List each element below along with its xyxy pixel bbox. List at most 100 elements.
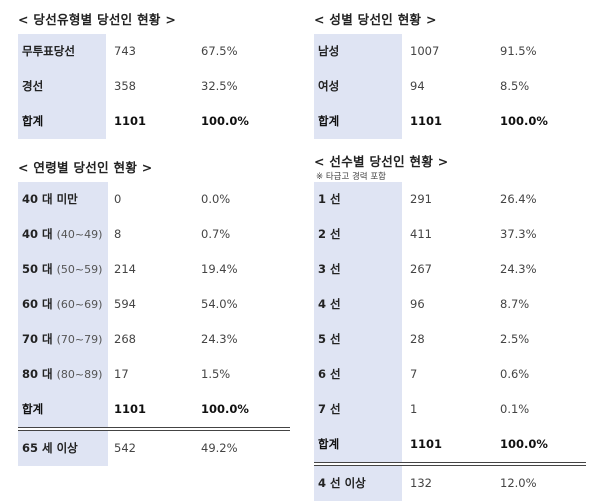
row-count: 1007 xyxy=(410,44,440,58)
table-row: 5 선 28 2.5% xyxy=(314,322,586,357)
row-pct: 91.5% xyxy=(500,44,537,58)
row-pct: 0.6% xyxy=(500,367,530,381)
term-panel: < 선수별 당선인 현황 > ※ 타급고 경력 포함 1 선 291 26.4%… xyxy=(314,151,586,501)
table-row: 40 대 미만 0 0.0% xyxy=(18,182,290,217)
double-divider xyxy=(314,462,586,466)
table-row: 80 대 (80~89) 17 1.5% xyxy=(18,357,290,392)
age-table-title: < 연령별 당선인 현황 > xyxy=(18,160,153,175)
total-count: 1101 xyxy=(410,437,443,451)
row-pct: 8.7% xyxy=(500,297,530,311)
age-range: (50~59) xyxy=(56,263,103,276)
total-pct: 100.0% xyxy=(500,437,548,451)
row-count: 411 xyxy=(410,227,432,241)
age-table: 40 대 미만 0 0.0% 40 대 (40~49) 8 0.7% 50 대 (5… xyxy=(18,182,290,466)
type-table: 무투표당선 743 67.5% 경선 358 32.5% 합계 1101 100… xyxy=(18,34,288,139)
row-count: 8 xyxy=(114,227,122,241)
row-label: 3 선 xyxy=(314,252,402,287)
total-count: 1101 xyxy=(114,402,147,416)
row-label: 50 대 (50~59) xyxy=(18,252,108,287)
row-label: 2 선 xyxy=(314,217,402,252)
table-row: 2 선 411 37.3% xyxy=(314,217,586,252)
extra-count: 542 xyxy=(114,441,136,455)
double-divider xyxy=(18,427,290,431)
gender-panel: < 성별 당선인 현황 > 남성 1007 91.5% 여성 94 8.5% 합… xyxy=(314,9,584,139)
row-pct: 26.4% xyxy=(500,192,537,206)
row-count: 96 xyxy=(410,297,425,311)
row-label: 5 선 xyxy=(314,322,402,357)
total-row: 합계 1101 100.0% xyxy=(18,392,290,427)
type-panel: < 당선유형별 당선인 현황 > 무투표당선 743 67.5% 경선 358 … xyxy=(18,9,288,139)
age-range: (70~79) xyxy=(56,333,103,346)
row-pct: 0.1% xyxy=(500,402,530,416)
row-pct: 54.0% xyxy=(201,297,238,311)
table-row: 무투표당선 743 67.5% xyxy=(18,34,288,69)
row-pct: 32.5% xyxy=(201,79,238,93)
age-group: 80 대 xyxy=(22,367,53,381)
age-range: (60~69) xyxy=(56,298,103,311)
term-table: 1 선 291 26.4% 2 선 411 37.3% 3 선 267 24.3… xyxy=(314,182,586,501)
extra-pct: 12.0% xyxy=(500,476,537,490)
extra-row: 4 선 이상 132 12.0% xyxy=(314,466,586,501)
gender-table: 남성 1007 91.5% 여성 94 8.5% 합계 1101 100.0% xyxy=(314,34,584,139)
extra-count: 132 xyxy=(410,476,432,490)
table-row: 6 선 7 0.6% xyxy=(314,357,586,392)
table-row: 60 대 (60~69) 594 54.0% xyxy=(18,287,290,322)
table-row: 3 선 267 24.3% xyxy=(314,252,586,287)
table-row: 70 대 (70~79) 268 24.3% xyxy=(18,322,290,357)
type-table-title: < 당선유형별 당선인 현황 > xyxy=(18,12,177,27)
age-group: 50 대 xyxy=(22,262,53,276)
total-label: 합계 xyxy=(314,104,402,139)
row-pct: 2.5% xyxy=(500,332,530,346)
age-group: 40 대 xyxy=(22,227,53,241)
table-row: 7 선 1 0.1% xyxy=(314,392,586,427)
age-panel: < 연령별 당선인 현황 > 40 대 미만 0 0.0% 40 대 (40~49… xyxy=(18,157,290,466)
age-range: (40~49) xyxy=(56,228,103,241)
row-count: 94 xyxy=(410,79,425,93)
row-label: 7 선 xyxy=(314,392,402,427)
table-row: 남성 1007 91.5% xyxy=(314,34,584,69)
total-label: 합계 xyxy=(18,392,108,427)
total-row: 합계 1101 100.0% xyxy=(314,104,584,139)
total-row: 합계 1101 100.0% xyxy=(18,104,288,139)
row-pct: 67.5% xyxy=(201,44,238,58)
total-label: 합계 xyxy=(18,104,106,139)
row-count: 268 xyxy=(114,332,136,346)
extra-label: 65 세 이상 xyxy=(18,431,108,466)
term-table-note: ※ 타급고 경력 포함 xyxy=(316,172,386,182)
total-count: 1101 xyxy=(114,114,147,128)
row-pct: 8.5% xyxy=(500,79,530,93)
row-pct: 0.0% xyxy=(201,192,231,206)
row-count: 358 xyxy=(114,79,136,93)
row-count: 594 xyxy=(114,297,136,311)
total-pct: 100.0% xyxy=(201,114,249,128)
extra-row: 65 세 이상 542 49.2% xyxy=(18,431,290,466)
gender-table-title: < 성별 당선인 현황 > xyxy=(314,12,437,27)
row-label: 6 선 xyxy=(314,357,402,392)
row-label: 남성 xyxy=(314,34,402,69)
row-pct: 37.3% xyxy=(500,227,537,241)
table-row: 50 대 (50~59) 214 19.4% xyxy=(18,252,290,287)
total-label: 합계 xyxy=(314,427,402,462)
row-label: 70 대 (70~79) xyxy=(18,322,108,357)
row-count: 743 xyxy=(114,44,136,58)
table-row: 경선 358 32.5% xyxy=(18,69,288,104)
row-label: 무투표당선 xyxy=(18,34,106,69)
row-count: 17 xyxy=(114,367,129,381)
row-count: 28 xyxy=(410,332,425,346)
row-label: 40 대 (40~49) xyxy=(18,217,108,252)
row-count: 267 xyxy=(410,262,432,276)
extra-label: 4 선 이상 xyxy=(314,466,402,501)
total-row: 합계 1101 100.0% xyxy=(314,427,586,462)
total-count: 1101 xyxy=(410,114,443,128)
row-label: 여성 xyxy=(314,69,402,104)
table-row: 4 선 96 8.7% xyxy=(314,287,586,322)
row-pct: 24.3% xyxy=(201,332,238,346)
row-pct: 0.7% xyxy=(201,227,231,241)
age-group: 70 대 xyxy=(22,332,53,346)
row-count: 214 xyxy=(114,262,136,276)
row-pct: 19.4% xyxy=(201,262,238,276)
row-label: 1 선 xyxy=(314,182,402,217)
row-count: 1 xyxy=(410,402,418,416)
table-row: 여성 94 8.5% xyxy=(314,69,584,104)
table-row: 1 선 291 26.4% xyxy=(314,182,586,217)
